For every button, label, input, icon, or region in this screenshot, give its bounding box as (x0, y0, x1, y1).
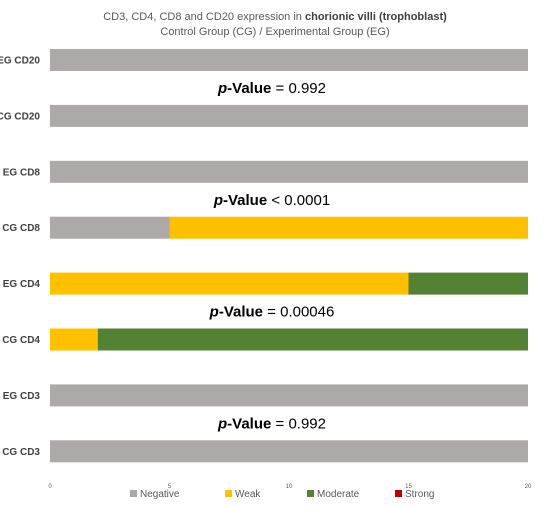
p-value-word: -Value (223, 192, 267, 209)
p-value-number: = 0.00046 (263, 304, 334, 321)
category-labels: EG CD20 CG CD20 EG CD8 CG CD8 EG CD4 CG CD4 EG… (0, 56, 40, 458)
bar-cg-cd8-weak (169, 216, 528, 239)
category-label-cg-cd4: CG CD4 (2, 335, 40, 346)
bar-cg-cd8-negative (50, 216, 170, 239)
p-value-annotation: p-Value = 0.00046 (209, 304, 335, 321)
legend-swatch-moderate (307, 490, 314, 497)
legend-label-weak: Weak (235, 489, 261, 500)
p-letter: p (209, 304, 219, 321)
p-value-word: -Value (227, 415, 271, 432)
legend-swatch-strong (395, 490, 402, 497)
legend-swatch-weak (225, 490, 232, 497)
category-label-cg-cd20: CG CD20 (0, 111, 40, 122)
bar-cg-cd20-negative (50, 104, 528, 127)
category-label-cg-cd8: CG CD8 (2, 223, 40, 234)
bar-eg-cd8-negative (50, 160, 528, 183)
bar-cg-cd4-moderate (97, 328, 529, 351)
p-value-word: -Value (219, 304, 263, 321)
category-label-eg-cd4: EG CD4 (3, 279, 41, 290)
p-value-annotation: p-Value = 0.992 (217, 80, 326, 97)
chart-title-bold: chorionic villi (trophoblast) (305, 11, 447, 23)
bar-eg-cd20-negative (50, 49, 528, 71)
x-tick-label: 10 (286, 484, 293, 490)
bar-cg-cd4-weak (50, 328, 98, 351)
p-letter: p (217, 80, 227, 97)
category-label-eg-cd3: EG CD3 (3, 391, 41, 402)
p-letter: p (213, 192, 223, 209)
p-value-number: < 0.0001 (267, 192, 330, 209)
legend: Negative Weak Moderate Strong (130, 489, 434, 500)
x-tick-label: 20 (525, 484, 532, 490)
p-value-number: = 0.992 (271, 80, 326, 97)
category-label-eg-cd8: EG CD8 (3, 167, 41, 178)
chart-title-prefix: CD3, CD4, CD8 and CD20 expression in (103, 11, 305, 23)
p-value-annotation: p-Value < 0.0001 (213, 192, 330, 209)
bar-eg-cd4-weak (50, 272, 409, 295)
bar-eg-cd4-moderate (408, 272, 528, 295)
chart-subtitle: Control Group (CG) / Experimental Group … (160, 26, 389, 38)
x-tick-label: 0 (48, 484, 52, 490)
p-value-annotation: p-Value = 0.992 (217, 415, 326, 432)
x-axis-ticks: 0 5 10 15 20 (48, 484, 532, 490)
bar-cg-cd3-negative (50, 440, 528, 463)
p-letter: p (217, 415, 227, 432)
chart-title-line1: CD3, CD4, CD8 and CD20 expression in cho… (103, 11, 447, 23)
legend-label-strong: Strong (405, 489, 434, 500)
x-tick-label: 5 (168, 484, 172, 490)
bar-eg-cd3-negative (50, 384, 528, 407)
legend-label-moderate: Moderate (317, 489, 360, 500)
legend-swatch-negative (130, 490, 137, 497)
p-value-word: -Value (227, 80, 271, 97)
legend-label-negative: Negative (140, 489, 180, 500)
category-label-cg-cd3: CG CD3 (2, 447, 40, 458)
category-label-eg-cd20: EG CD20 (0, 56, 40, 67)
bars-layer (50, 49, 529, 463)
p-value-number: = 0.992 (271, 415, 326, 432)
x-tick-label: 15 (405, 484, 412, 490)
